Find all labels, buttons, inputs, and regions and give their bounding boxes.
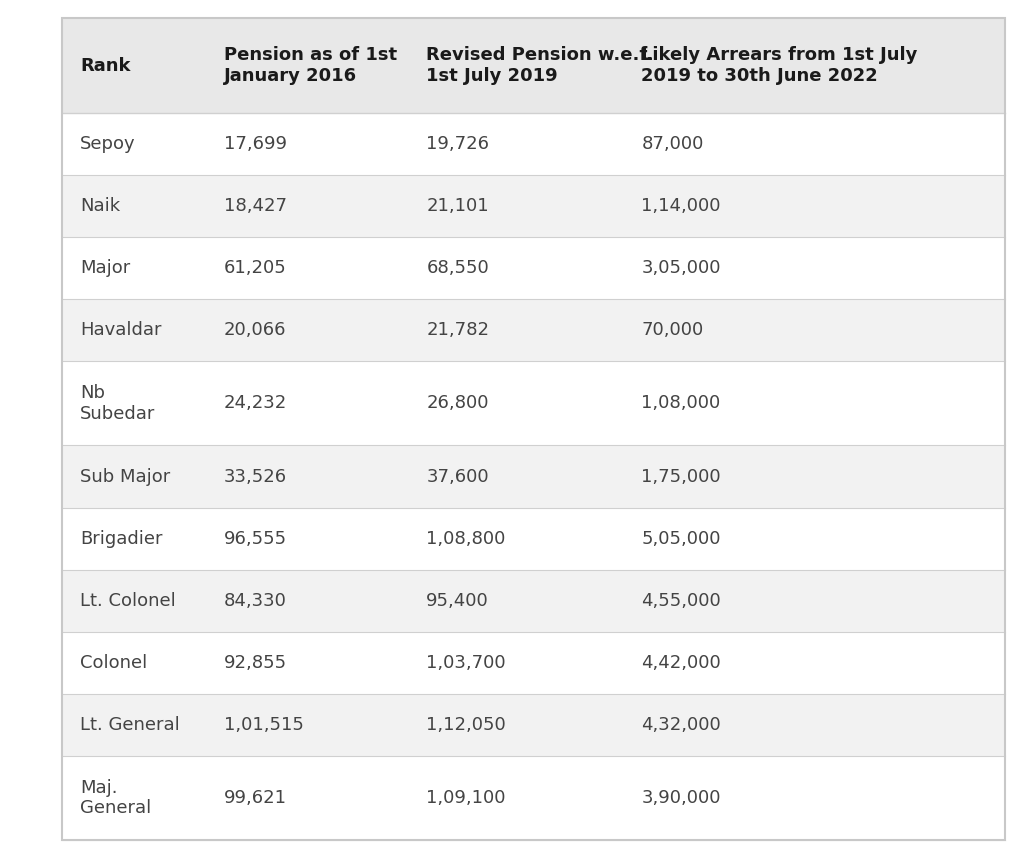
Text: Major: Major (80, 259, 130, 277)
Text: 37,600: 37,600 (426, 468, 488, 486)
Bar (62, 446, 1005, 507)
Text: 18,427: 18,427 (223, 197, 287, 215)
Text: 21,101: 21,101 (426, 197, 488, 215)
Text: Likely Arrears from 1st July
2019 to 30th June 2022: Likely Arrears from 1st July 2019 to 30t… (641, 46, 918, 85)
Text: 1,14,000: 1,14,000 (641, 197, 721, 215)
Text: 96,555: 96,555 (223, 530, 287, 548)
Bar (62, 507, 1005, 570)
Text: Pension as of 1st
January 2016: Pension as of 1st January 2016 (223, 46, 396, 85)
Bar (62, 570, 1005, 632)
Text: 1,75,000: 1,75,000 (641, 468, 721, 486)
Text: 84,330: 84,330 (223, 591, 287, 609)
Text: 99,621: 99,621 (223, 789, 287, 807)
Bar (62, 632, 1005, 694)
Text: Havaldar: Havaldar (80, 321, 162, 339)
Text: Revised Pension w.e.f.
1st July 2019: Revised Pension w.e.f. 1st July 2019 (426, 46, 653, 85)
Text: 1,08,800: 1,08,800 (426, 530, 506, 548)
Text: 1,09,100: 1,09,100 (426, 789, 506, 807)
Text: 87,000: 87,000 (641, 135, 703, 153)
Text: 4,55,000: 4,55,000 (641, 591, 721, 609)
Bar (62, 175, 1005, 237)
Text: 3,90,000: 3,90,000 (641, 789, 721, 807)
Text: 33,526: 33,526 (223, 468, 287, 486)
Text: Sub Major: Sub Major (80, 468, 170, 486)
Text: Lt. General: Lt. General (80, 716, 180, 734)
Text: Naik: Naik (80, 197, 120, 215)
Text: 4,42,000: 4,42,000 (641, 654, 721, 672)
Bar (62, 18, 1005, 113)
Text: Colonel: Colonel (80, 654, 147, 672)
Text: 19,726: 19,726 (426, 135, 489, 153)
Text: Lt. Colonel: Lt. Colonel (80, 591, 176, 609)
Text: 61,205: 61,205 (223, 259, 287, 277)
Text: 70,000: 70,000 (641, 321, 703, 339)
Bar (62, 694, 1005, 756)
Text: 17,699: 17,699 (223, 135, 287, 153)
Text: Maj.
General: Maj. General (80, 778, 152, 818)
Text: 20,066: 20,066 (223, 321, 286, 339)
Text: 95,400: 95,400 (426, 591, 489, 609)
Text: 92,855: 92,855 (223, 654, 287, 672)
Bar (62, 362, 1005, 446)
Text: 26,800: 26,800 (426, 394, 488, 412)
Bar (62, 113, 1005, 175)
Text: 21,782: 21,782 (426, 321, 489, 339)
Text: Brigadier: Brigadier (80, 530, 163, 548)
Text: Nb
Subedar: Nb Subedar (80, 384, 156, 423)
Text: 5,05,000: 5,05,000 (641, 530, 721, 548)
Text: 68,550: 68,550 (426, 259, 489, 277)
Text: 1,03,700: 1,03,700 (426, 654, 506, 672)
Text: Rank: Rank (80, 57, 130, 75)
Text: 24,232: 24,232 (223, 394, 287, 412)
Text: 4,32,000: 4,32,000 (641, 716, 721, 734)
Text: 1,08,000: 1,08,000 (641, 394, 721, 412)
Bar (62, 756, 1005, 840)
Text: 1,01,515: 1,01,515 (223, 716, 303, 734)
Text: Sepoy: Sepoy (80, 135, 135, 153)
Bar (62, 299, 1005, 362)
Bar (62, 237, 1005, 299)
Text: 3,05,000: 3,05,000 (641, 259, 721, 277)
Text: 1,12,050: 1,12,050 (426, 716, 506, 734)
